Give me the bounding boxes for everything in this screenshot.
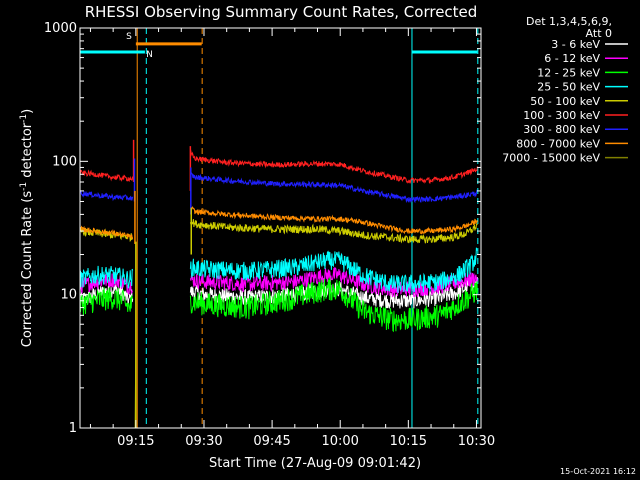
series-4 (80, 218, 478, 244)
legend-entry-0: 3 - 6 keV (551, 38, 600, 51)
legend-title-line-1: Att 0 (586, 27, 612, 40)
flag-label-1: N (146, 50, 153, 60)
y-axis-label-exp-2: -1 (19, 114, 29, 123)
series-3-segment-0 (80, 265, 134, 289)
chart-title: RHESSI Observing Summary Count Rates, Co… (85, 3, 478, 21)
series-5 (80, 149, 478, 185)
series-6-segment-0 (80, 191, 134, 202)
legend-entry-7: 800 - 7000 keV (516, 137, 600, 150)
x-tick-label-4: 10:15 (390, 434, 427, 449)
series-4-segment-0 (80, 226, 134, 243)
legend-entry-3: 25 - 50 keV (537, 81, 600, 94)
y-tick-label-1: 10 (60, 288, 77, 303)
y-tick-label-3: 1000 (44, 21, 77, 36)
flag-label-0: S (126, 32, 132, 42)
x-tick-label-3: 10:00 (321, 434, 358, 449)
series-7-segment-0 (80, 225, 134, 240)
series-2 (80, 277, 478, 333)
series-5-segment-0 (80, 169, 134, 182)
series-1-segment-0 (80, 273, 134, 296)
x-tick-label-0: 09:15 (117, 434, 154, 449)
vertical-marker-layer (136, 28, 479, 428)
series-layer (80, 139, 478, 428)
y-tick-label-0: 1 (69, 421, 77, 436)
x-tick-label-2: 09:45 (253, 434, 290, 449)
series-7 (80, 205, 478, 240)
series-7-segment-1 (190, 205, 478, 235)
legend-entry-5: 100 - 300 keV (523, 109, 600, 122)
y-axis-label-mid: detector (20, 122, 35, 182)
legend-entry-2: 12 - 25 keV (537, 66, 600, 79)
legend-entry-4: 50 - 100 keV (530, 95, 600, 108)
legend-entry-6: 300 - 800 keV (523, 123, 600, 136)
axis-layer: 1 10 100 1000 09:15 09:30 09:45 10:00 10:15 10:30 (44, 21, 495, 449)
x-axis-label: Start Time (27-Aug-09 09:01:42) (209, 456, 421, 471)
y-axis-label: Corrected Count Rate (s-1 detector-1) (19, 109, 35, 347)
legend-title-line-0: Det 1,3,4,5,6,9, (526, 15, 612, 28)
y-axis-label-exp-1: -1 (19, 182, 29, 191)
plot-frame (79, 27, 482, 429)
legend-entry-1: 6 - 12 keV (544, 52, 600, 65)
legend-entry-8: 7000 - 15000 keV (502, 152, 600, 165)
x-tick-label-5: 10:30 (458, 434, 495, 449)
series-6-segment-1 (189, 171, 478, 204)
y-axis-label-main: Corrected Count Rate (s (20, 191, 35, 348)
y-axis-label-end: ) (20, 109, 35, 114)
series-6 (80, 171, 478, 204)
series-5-segment-1 (189, 149, 478, 185)
series-3 (80, 247, 478, 293)
flag-bar-layer: SN (80, 32, 478, 60)
series-3-segment-1 (189, 247, 478, 293)
series-2-segment-0 (80, 287, 134, 316)
series-2-segment-1 (189, 277, 478, 333)
series-4-segment-1 (189, 218, 478, 244)
footer-timestamp: 15-Oct-2021 16:12 (560, 467, 636, 476)
x-tick-label-1: 09:30 (185, 434, 222, 449)
y-tick-label-2: 100 (52, 154, 77, 169)
